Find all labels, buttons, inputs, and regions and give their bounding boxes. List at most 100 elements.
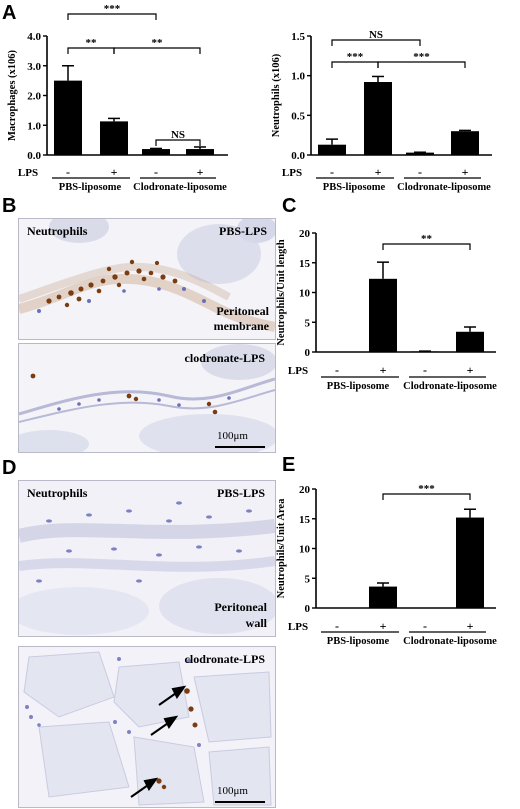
chart-a-right-y-tick-label: 1.5	[291, 31, 305, 43]
chart-a-right-y-tick-label: 0.5	[291, 110, 305, 122]
chart-a-left-y-axis-label: Macrophages (x106)	[7, 49, 18, 141]
panel-letter-e: E	[282, 454, 296, 476]
chart-a-right-significance-label: ***	[413, 51, 430, 63]
chart-e-bar	[323, 608, 351, 609]
chart-c-y-tick-label: 10	[299, 288, 311, 300]
chart-a-left-bar	[54, 80, 82, 155]
chart-e-y-tick-label: 10	[299, 544, 311, 556]
chart-c-y-tick-label: 20	[299, 228, 311, 240]
micro-label-pbs-lps: PBS-LPS	[218, 224, 267, 238]
chart-a-left-bar	[100, 121, 128, 155]
chart-a-left-significance-bracket	[67, 47, 115, 54]
chart-c-bar	[411, 351, 439, 352]
chart-a-right-bar	[451, 131, 479, 155]
chart-e-significance-label: ***	[418, 483, 435, 495]
chart-c-lps-sign: +	[380, 363, 387, 377]
micro-label-peritoneal: Peritoneal	[216, 304, 269, 318]
micrograph-b-clodronate-lps: clodronate-LPS 100μm	[18, 343, 276, 453]
chart-a-right-group-label: PBS-liposome	[323, 182, 386, 193]
micro-label-peritoneal-d: Peritoneal	[214, 600, 267, 614]
chart-a-right-y-axis-label: Neutrophils (x106)	[271, 53, 282, 137]
chart-a-right-significance-bracket	[331, 39, 421, 46]
scale-bar-label: 100μm	[217, 430, 248, 442]
chart-c-group-label: PBS-liposome	[327, 381, 390, 392]
panel-letter-d: D	[2, 457, 17, 479]
chart-a-left-lps-label: LPS	[18, 167, 38, 179]
chart-e-lps-sign: -	[423, 619, 427, 633]
chart-a-right-lps-sign: +	[375, 165, 382, 179]
chart-e-lps-sign: +	[467, 619, 474, 633]
panel-letter-b: B	[2, 195, 17, 217]
chart-c-bar	[323, 352, 351, 353]
tissue-image-d-bottom	[19, 647, 275, 807]
chart-a-left-group-label: PBS-liposome	[59, 182, 122, 193]
micro-label-neutrophils-d: Neutrophils	[27, 486, 88, 500]
chart-c-lps-sign: -	[423, 363, 427, 377]
chart-e-y-tick-label: 15	[299, 514, 311, 526]
chart-a-left-significance-label: ***	[104, 3, 121, 15]
chart-a-left-lps-sign: -	[66, 165, 70, 179]
chart-a-left-significance-label: **	[86, 37, 98, 49]
chart-a-right-lps-sign: -	[418, 165, 422, 179]
chart-e-bar	[411, 608, 439, 609]
chart-c-y-tick-label: 5	[305, 317, 311, 329]
micro-label-neutrophils: Neutrophils	[27, 224, 88, 238]
chart-e-group-label: Clodronate-liposome	[403, 636, 497, 647]
scale-bar	[215, 446, 265, 448]
chart-a-right-bar	[406, 152, 434, 155]
chart-c-y-tick-label: 0	[305, 347, 311, 359]
chart-c-bar	[369, 278, 397, 352]
chart-e-significance-bracket	[382, 493, 471, 500]
chart-a-right-lps-sign: -	[330, 165, 334, 179]
chart-a-right-significance-label: NS	[369, 29, 383, 41]
panel-letter-a: A	[2, 2, 17, 24]
chart-e-lps-label: LPS	[288, 621, 308, 633]
chart-e-y-tick-label: 0	[305, 603, 311, 615]
chart-a-right-bar	[318, 144, 346, 155]
chart-a-left-significance-bracket	[67, 13, 157, 20]
chart-c-significance-bracket	[382, 243, 471, 250]
chart-c-significance-label: **	[421, 233, 433, 245]
chart-a-left-bar	[186, 149, 214, 155]
chart-a-left-lps-sign: +	[197, 165, 204, 179]
chart-e-lps-sign: -	[335, 619, 339, 633]
chart-e-y-tick-label: 20	[299, 484, 311, 496]
chart-a-right-y-tick-label: 0.0	[291, 150, 305, 162]
chart-a-left-y-tick-label: 3.0	[27, 61, 41, 73]
chart-a-right-significance-bracket	[377, 61, 466, 68]
chart-a-left-lps-sign: -	[154, 165, 158, 179]
chart-e-y-axis-label: Neutrophils/Unit Area	[276, 498, 287, 598]
chart-a-left-lps-sign: +	[111, 165, 118, 179]
micro-label-clodronate-lps: clodronate-LPS	[184, 351, 265, 365]
micro-label-clodronate-lps-d: clodronate-LPS	[184, 652, 265, 666]
scale-bar-label-d: 100μm	[217, 785, 248, 797]
micro-label-membrane: membrane	[213, 319, 269, 333]
chart-c-y-tick-label: 15	[299, 258, 311, 270]
tissue-image-b-bottom	[19, 344, 275, 452]
chart-a-left-significance-bracket	[155, 139, 201, 146]
chart-c-lps-label: LPS	[288, 365, 308, 377]
chart-a-right-significance-label: ***	[347, 51, 364, 63]
micrograph-b-pbs-lps: Neutrophils PBS-LPS Peritoneal membrane	[18, 218, 276, 340]
chart-c-bar	[456, 331, 484, 352]
chart-a-right-y-tick-label: 1.0	[291, 71, 305, 83]
chart-c-y-axis-label: Neutrophils/Unit length	[276, 239, 287, 345]
chart-c-lps-sign: -	[335, 363, 339, 377]
chart-c-lps-sign: +	[467, 363, 474, 377]
chart-a-left-significance-bracket	[113, 47, 201, 54]
chart-e-bar	[369, 586, 397, 608]
micrograph-d-clodronate-lps: clodronate-LPS 100μm	[18, 646, 276, 808]
chart-c-group-label: Clodronate-liposome	[403, 381, 497, 392]
micrograph-d-pbs-lps: Neutrophils PBS-LPS Peritoneal wall	[18, 480, 276, 637]
chart-a-left-significance-label: **	[152, 37, 164, 49]
chart-e-lps-sign: +	[380, 619, 387, 633]
chart-a-left-group-label: Clodronate-liposome	[133, 182, 227, 193]
scale-bar-d	[215, 801, 265, 803]
chart-e-y-tick-label: 5	[305, 573, 311, 585]
tissue-image-b-top	[19, 219, 275, 339]
chart-a-right-lps-sign: +	[462, 165, 469, 179]
tissue-image-d-top	[19, 481, 275, 636]
chart-e-bar	[456, 517, 484, 608]
chart-a-left-y-tick-label: 1.0	[27, 120, 41, 132]
chart-a-left-y-tick-label: 2.0	[27, 91, 41, 103]
